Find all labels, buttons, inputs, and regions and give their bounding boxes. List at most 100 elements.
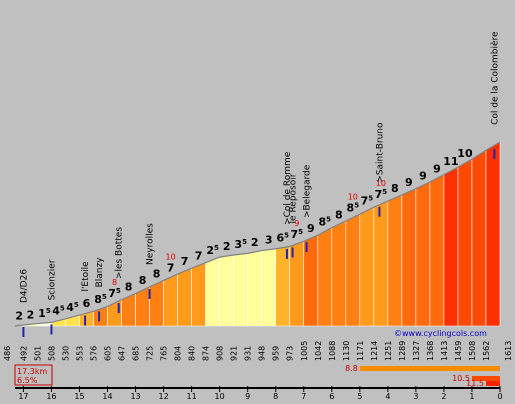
altitude-label: 1214 [370,341,379,361]
altitude-label: 1130 [342,341,351,361]
grade-label: 2 [223,240,231,253]
altitude-label: 1171 [356,341,365,361]
altitude-label: 1005 [300,341,309,361]
steepest-bar-label: 8.8 [345,364,358,373]
altitude-label: 1413 [440,341,449,361]
steepest-bar [485,381,500,386]
grade-label: 2 [15,310,23,323]
grade-label: 75 [361,195,374,208]
altitude-label: 1042 [314,341,323,361]
steepest-bar [359,366,500,371]
grade-label: 6 [83,297,91,310]
place-label: >les Bottes [115,227,125,279]
place-label: Col de la Colombière [489,31,500,125]
altitude-labels: 492 501 508 530 553 576 605 647 685 725 765 804 840 8… [19,341,491,361]
steep-marker-label: 10 [348,193,358,202]
altitude-label: 1368 [426,341,435,361]
grade-label: 9 [433,162,441,175]
altitude-label: 948 [258,346,267,361]
grade-segment [331,220,347,327]
grade-segment [387,194,403,327]
credit-text: ©www.cyclingcols.com [394,329,487,338]
grade-segment [443,166,459,327]
grade-label: 7 [167,261,175,274]
altitude-label: 1251 [384,341,393,361]
place-label: Scionzier [47,259,57,300]
x-tick-label: 17 [18,392,28,401]
grade-segment [359,206,375,327]
grade-label: 8 [335,208,343,221]
grade-segment [401,188,417,327]
grade-label: 3 [265,234,273,247]
steepest-bar [471,376,500,381]
start-altitude: 486 [3,346,12,361]
grade-segment [429,174,445,327]
x-tick-label: 1 [469,392,474,401]
grade-segment [205,256,220,327]
altitude-label: 874 [202,346,211,361]
grade-label: 7 [181,255,189,268]
grade-label: 11 [443,155,458,168]
grade-labels: 2 2 15 45 45 6 85 75 8 88 7 7 7 25 2 35 2 3 65 75 985 885 75 75… [15,147,473,322]
x-tick-label: 13 [130,392,140,401]
x-tick-label: 2 [441,392,446,401]
grade-label: 7 [195,249,203,262]
grade-label: 35 [234,238,247,251]
steep-marker-label: 10 [165,252,175,261]
grade-segment [233,253,248,327]
grade-segment [149,279,164,327]
grade-fills [14,141,501,327]
axis-line [15,387,500,389]
x-tick-label: 12 [158,392,168,401]
grade-segment [471,149,487,327]
grade-segment [373,200,389,327]
x-tick-label: 4 [385,392,390,401]
altitude-label: 931 [244,346,253,361]
grade-label: 25 [206,244,219,257]
grade-segment [219,254,234,327]
altitude-label: 1289 [398,341,407,361]
altitude-label: 840 [188,346,197,361]
grade-label: 8 [153,268,161,281]
place-label: D4/D26 [19,269,29,303]
x-tick-label: 16 [46,392,56,401]
grade-label: 75 [290,228,303,241]
altitude-label: 501 [33,346,42,361]
grade-label: 85 [94,293,107,306]
steep-marker-label: 8 [112,278,117,287]
place-label: le Reposoir [289,173,299,223]
x-tick-label: 3 [413,392,418,401]
altitude-label: 530 [61,346,70,361]
altitude-label: 804 [174,346,183,361]
grade-label: 75 [108,287,121,300]
altitude-label: 605 [104,346,113,361]
altitude-label: 685 [132,346,141,361]
place-label: >Col de Romme [283,151,293,225]
x-tick-label: 7 [301,392,306,401]
altitude-label: 765 [160,346,169,361]
altitude-label: 921 [230,346,239,361]
x-tick-label: 5 [357,392,362,401]
profile-outline [14,141,501,327]
x-tick-label: 0 [497,392,502,401]
grade-segment [191,262,206,327]
grade-segment [457,158,473,327]
altitude-label: 647 [118,346,127,361]
x-tick-label: 11 [187,392,197,401]
grade-segment [261,248,277,327]
grade-label: 9 [419,169,427,182]
altitude-label: 1562 [482,341,491,361]
altitude-label: 973 [286,346,295,361]
place-label: >Belegarde [303,164,313,218]
grade-label: 8 [391,182,399,195]
grade-label: 65 [276,232,289,245]
grade-segment [247,250,263,327]
altitude-label: 553 [75,346,84,361]
x-tick-label: 6 [329,392,334,401]
grade-label: 45 [66,301,79,314]
steep-marker-label: 10 [376,179,386,188]
altitude-label: 508 [47,346,56,361]
place-label: Neyrolles [146,223,156,265]
grade-label: 45 [52,305,65,318]
